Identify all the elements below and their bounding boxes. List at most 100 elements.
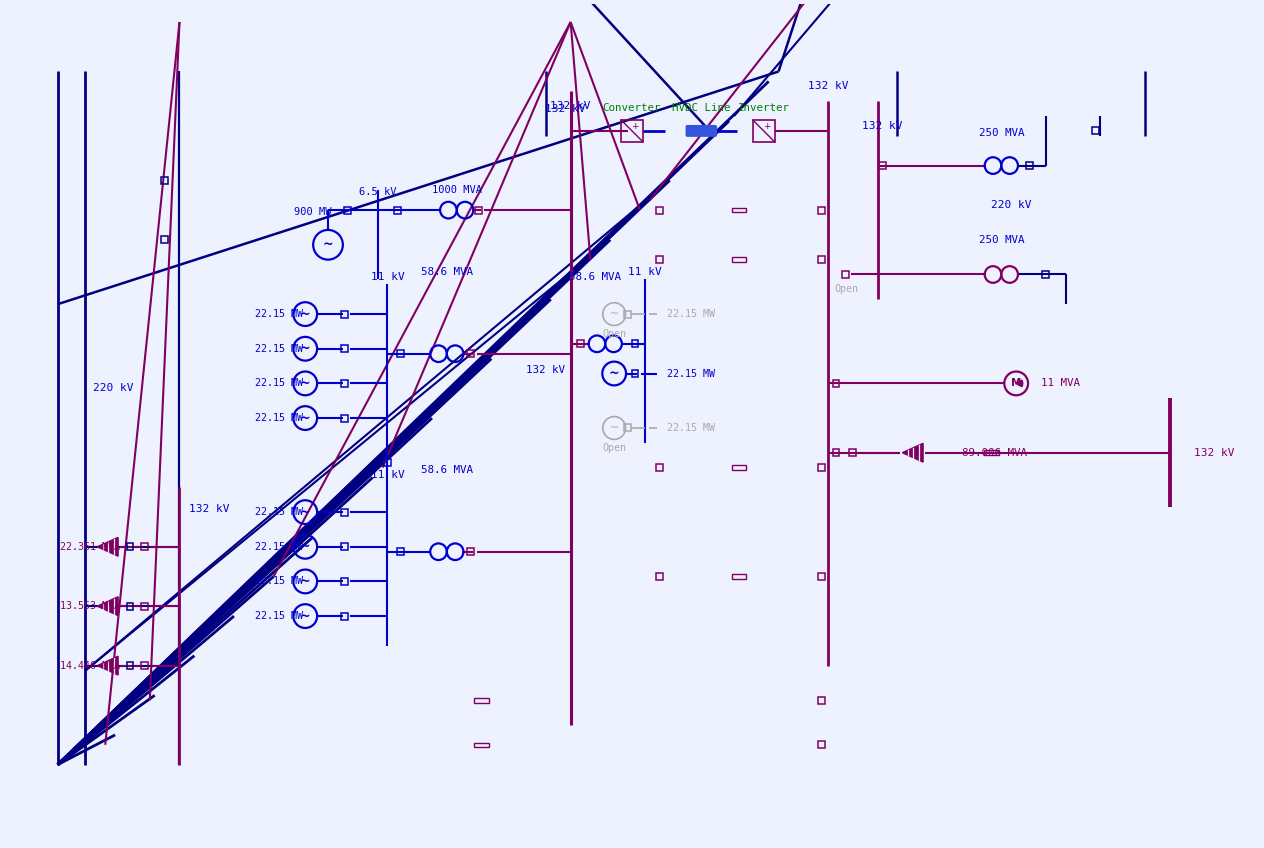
Bar (656, 207, 664, 214)
Bar (142, 603, 148, 610)
Bar (468, 350, 474, 357)
Text: 22.15 MW: 22.15 MW (254, 378, 302, 388)
Text: Converter: Converter (603, 103, 661, 113)
Bar (818, 697, 824, 704)
Bar (849, 449, 856, 456)
Bar (632, 370, 638, 377)
Text: 22.15 MW: 22.15 MW (254, 507, 302, 517)
Bar (818, 741, 824, 748)
Polygon shape (902, 444, 923, 462)
Text: 22.15 MW: 22.15 MW (254, 343, 302, 354)
Text: 58.6 MVA: 58.6 MVA (421, 465, 473, 475)
Text: 13.553 MVA: 13.553 MVA (61, 601, 120, 611)
Bar (397, 350, 403, 357)
Wedge shape (1016, 380, 1023, 387)
Bar (475, 207, 482, 214)
Text: 11 kV: 11 kV (370, 272, 404, 282)
Bar (162, 177, 168, 184)
Text: 900 MW: 900 MW (295, 207, 332, 217)
Text: 132 kV: 132 kV (1194, 448, 1235, 458)
Text: 58.6 MVA: 58.6 MVA (421, 266, 473, 276)
Text: 220 kV: 220 kV (991, 200, 1031, 210)
Bar (623, 310, 631, 317)
Bar (732, 208, 746, 212)
Bar (397, 549, 403, 555)
Text: 6.5 kV: 6.5 kV (359, 187, 397, 198)
Text: ~: ~ (300, 411, 311, 425)
Bar (126, 662, 134, 669)
Bar (833, 449, 839, 456)
Text: 22.15 MW: 22.15 MW (254, 611, 302, 621)
Bar (344, 207, 351, 214)
Bar (126, 544, 134, 550)
Text: 11 kV: 11 kV (370, 471, 404, 481)
Bar (341, 345, 349, 352)
Bar (126, 603, 134, 610)
Text: 22.15 MW: 22.15 MW (666, 369, 714, 378)
Text: Inverter: Inverter (738, 103, 790, 113)
Text: ~: ~ (609, 309, 619, 319)
Text: Open: Open (602, 329, 626, 339)
Bar (818, 207, 824, 214)
Bar (732, 466, 746, 470)
Text: 132 kV: 132 kV (526, 365, 565, 375)
Text: 132 kV: 132 kV (862, 121, 902, 131)
Text: ~: ~ (300, 343, 311, 355)
Text: ~: ~ (322, 238, 334, 251)
Text: 22.15 MW: 22.15 MW (666, 423, 714, 433)
Bar (1043, 271, 1049, 278)
Bar (341, 578, 349, 585)
Text: 22.15 MW: 22.15 MW (666, 309, 714, 319)
Bar (341, 415, 349, 421)
Bar (341, 544, 349, 550)
Bar (818, 464, 824, 471)
Text: 14.446 MVA: 14.446 MVA (61, 661, 120, 671)
Text: ~: ~ (609, 367, 619, 380)
Bar (842, 271, 849, 278)
Text: ~: ~ (300, 575, 311, 588)
Bar (621, 120, 643, 142)
Bar (474, 698, 489, 702)
Bar (623, 425, 631, 432)
Text: 132 kV: 132 kV (808, 81, 848, 92)
Text: 22.361 MVA: 22.361 MVA (61, 542, 120, 552)
Bar (732, 574, 746, 579)
Bar (656, 573, 664, 580)
Text: ~: ~ (300, 540, 311, 553)
Text: ~: ~ (609, 423, 619, 433)
Bar (983, 450, 999, 455)
Text: 132 kV: 132 kV (550, 101, 590, 111)
Text: 11 kV: 11 kV (628, 266, 662, 276)
Text: +: + (762, 122, 770, 131)
Bar (1092, 127, 1098, 134)
Bar (341, 310, 349, 317)
Text: 250 MVA: 250 MVA (978, 235, 1024, 245)
Text: ~: ~ (300, 610, 311, 622)
Text: 22.15 MW: 22.15 MW (254, 577, 302, 587)
Text: 1000 MVA: 1000 MVA (432, 186, 482, 195)
Text: 58.6 MVA: 58.6 MVA (569, 272, 622, 282)
Bar (632, 340, 638, 348)
Polygon shape (97, 656, 118, 675)
Text: ~: ~ (300, 377, 311, 390)
Bar (818, 573, 824, 580)
Bar (142, 662, 148, 669)
Text: 132 kV: 132 kV (545, 104, 586, 114)
Bar (162, 237, 168, 243)
Bar (468, 549, 474, 555)
Polygon shape (97, 538, 118, 556)
Text: +: + (631, 122, 638, 131)
Text: ~: ~ (300, 505, 311, 519)
Text: 22.15 MW: 22.15 MW (254, 309, 302, 319)
Bar (341, 509, 349, 516)
Text: Open: Open (834, 284, 858, 294)
Text: HVDC Line: HVDC Line (672, 103, 731, 113)
Bar (833, 380, 839, 387)
Text: 89.006 MVA: 89.006 MVA (962, 448, 1026, 458)
Bar (578, 340, 584, 348)
Text: 132 kV: 132 kV (188, 505, 230, 514)
Text: 250 MVA: 250 MVA (978, 128, 1024, 138)
Text: ~: ~ (300, 308, 311, 321)
Bar (818, 256, 824, 263)
Polygon shape (97, 597, 118, 616)
